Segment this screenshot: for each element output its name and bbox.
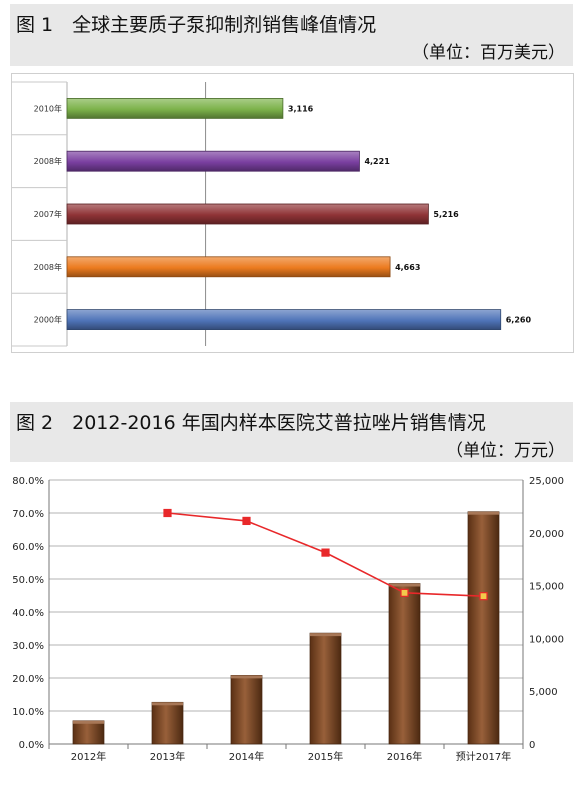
bar <box>230 675 263 745</box>
figure1-header: 图 1 全球主要质子泵抑制剂销售峰值情况 （单位：百万美元） <box>10 4 573 66</box>
left-tick-label: 50.0% <box>12 575 44 586</box>
bar <box>309 632 342 745</box>
figure2-header: 图 2 2012-2016 年国内样本医院艾普拉唑片销售情况 （单位：万元） <box>10 402 573 462</box>
figure2-chart: 80.0% 70.0% 60.0% 50.0% 40.0% 30.0% 20.0% 10.0%… <box>12 476 564 763</box>
figure1-chart: 3,116 2010年 4,221 2008年 5,216 2007年 4,663 2008年… <box>12 81 566 360</box>
bar <box>151 701 184 745</box>
left-tick-label: 30.0% <box>12 641 44 652</box>
bar <box>467 511 500 745</box>
figure1-title: 图 1 全球主要质子泵抑制剂销售峰值情况 <box>16 14 377 36</box>
category-label: 2000年 <box>34 315 62 325</box>
bar <box>66 203 429 225</box>
bar <box>388 583 421 745</box>
right-tick-label: 0 <box>529 740 535 751</box>
bar-data-label: 6,260 <box>506 316 532 325</box>
right-tick-label: 10,000 <box>529 634 564 645</box>
x-tick-label: 2016年 <box>387 750 422 763</box>
x-tick-label: 4000.0 <box>330 351 358 352</box>
category-label: 2007年 <box>34 209 62 219</box>
x-tick-label: 2012年 <box>71 750 106 763</box>
bar <box>66 256 391 278</box>
x-tick-label: 5000.0 <box>399 351 427 352</box>
x-tick-label: 6000.0 <box>469 351 497 352</box>
x-tick-label: 2000.0 <box>192 351 220 352</box>
left-tick-label: 70.0% <box>12 509 44 520</box>
line-point <box>400 588 409 597</box>
right-tick-label: 15,000 <box>529 582 564 593</box>
category-label: 2008年 <box>34 262 62 272</box>
left-tick-label: 40.0% <box>12 608 44 619</box>
bar-data-label: 4,663 <box>395 263 420 272</box>
figure2-unit: （单位：万元） <box>446 441 565 461</box>
right-tick-label: 25,000 <box>529 476 564 487</box>
x-tick-label: 2013年 <box>150 750 185 763</box>
bar-top <box>389 583 420 587</box>
bar <box>72 720 105 745</box>
left-tick-label: 10.0% <box>12 707 44 718</box>
bar <box>66 309 502 331</box>
category-label: 2010年 <box>34 103 62 113</box>
bar-data-label: 3,116 <box>288 104 314 113</box>
right-tick-label: 20,000 <box>529 529 564 540</box>
bar-top <box>468 511 499 515</box>
figure1-frame: 3,116 2010年 4,221 2008年 5,216 2007年 4,663 2008年… <box>11 73 574 360</box>
figure1-unit: （单位：百万美元） <box>412 43 565 63</box>
line-point <box>163 508 172 518</box>
bar <box>66 150 360 172</box>
x-tick-label: 预计2017年 <box>456 750 511 763</box>
x-tick-label: 7000.0 <box>538 351 566 352</box>
bar-top <box>152 702 183 706</box>
x-tick-label: 1000.0 <box>122 351 150 352</box>
right-tick-label: 5,000 <box>529 687 558 698</box>
figure2-title: 图 2 2012-2016 年国内样本医院艾普拉唑片销售情况 <box>16 412 486 434</box>
left-tick-label: 60.0% <box>12 542 44 553</box>
x-tick-label: 3000.0 <box>261 351 289 352</box>
bar-top <box>231 675 262 679</box>
left-tick-label: 80.0% <box>12 476 44 487</box>
x-tick-label: 0.0 <box>61 351 74 352</box>
left-tick-label: 0.0% <box>19 740 44 751</box>
bar <box>66 97 284 119</box>
bar-data-label: 5,216 <box>433 210 459 219</box>
x-tick-label: 2015年 <box>308 750 343 763</box>
x-tick-label: 2014年 <box>229 750 264 763</box>
bar-data-label: 4,221 <box>364 157 390 166</box>
category-label: 2008年 <box>34 156 62 166</box>
line-point <box>479 592 488 601</box>
bar-top <box>310 633 341 637</box>
line-point <box>242 516 251 526</box>
left-tick-label: 20.0% <box>12 674 44 685</box>
bar-top <box>73 720 104 724</box>
line-point <box>321 548 330 557</box>
